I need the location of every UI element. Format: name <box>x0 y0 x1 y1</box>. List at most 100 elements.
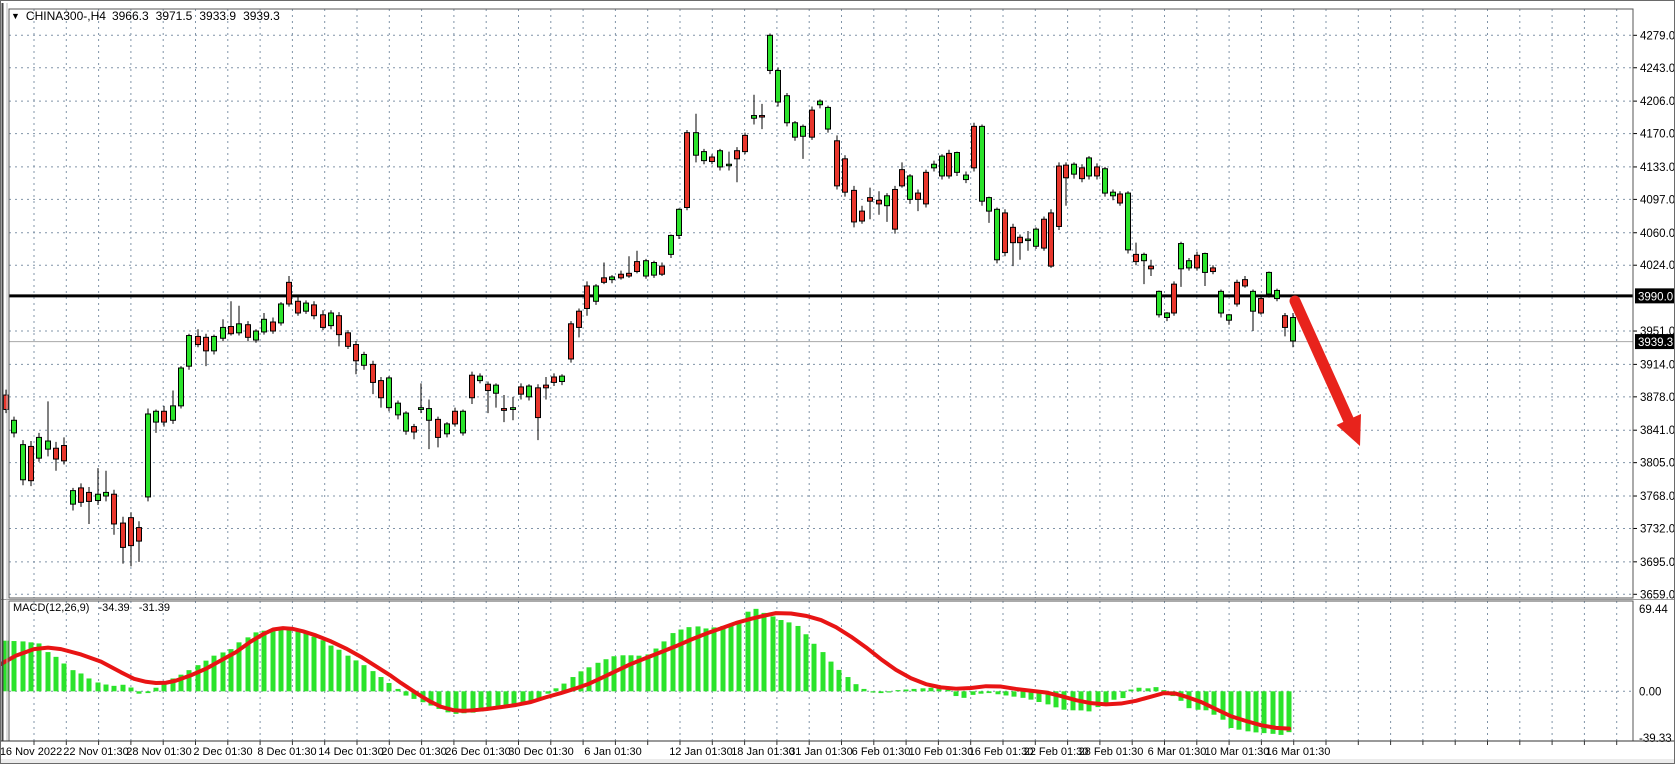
symbol-dropdown-icon[interactable]: ▼ <box>11 10 20 21</box>
macd-histogram-bar <box>578 671 584 692</box>
macd-histogram-bar <box>1211 691 1217 715</box>
time-axis-label: 2 Dec 01:30 <box>193 746 252 758</box>
bull-candle <box>220 326 226 339</box>
time-axis-label: 16 Nov 2022 <box>1 746 62 758</box>
bear-candle <box>61 445 67 462</box>
bear-candle <box>1002 212 1008 254</box>
macd-histogram-bar <box>303 632 309 692</box>
macd-label: MACD(12,26,9) <box>13 602 90 614</box>
bear-candle <box>245 324 251 338</box>
bear-candle <box>286 281 292 305</box>
bull-candle <box>817 100 823 106</box>
bull-candle <box>45 440 51 450</box>
macd-histogram-bar <box>170 678 176 692</box>
bull-candle <box>211 335 217 352</box>
bull-candle <box>963 174 969 181</box>
bull-candle <box>186 335 192 367</box>
bear-candle <box>1282 315 1288 328</box>
macd-histogram-bar <box>720 625 726 692</box>
bear-candle <box>634 261 640 273</box>
bull-candle <box>1178 243 1184 270</box>
sell-arrow-shaft[interactable] <box>1289 295 1355 427</box>
bull-candle <box>493 384 499 394</box>
bull-candle <box>278 303 284 324</box>
macd-histogram-bar <box>728 624 734 692</box>
macd-histogram-bar <box>670 633 676 692</box>
bull-candle <box>825 106 831 130</box>
macd-histogram-bar <box>1045 691 1051 705</box>
time-axis-label: 30 Dec 01:30 <box>508 746 573 758</box>
bear-candle <box>161 410 167 423</box>
macd-histogram-bar <box>495 691 501 709</box>
bull-candle <box>170 405 176 421</box>
sell-arrow-head[interactable] <box>1336 414 1362 446</box>
macd-histogram-bar <box>903 689 909 692</box>
macd-histogram-bar <box>678 629 684 692</box>
macd-axis-label: 0.00 <box>1639 686 1661 698</box>
macd-histogram-bar <box>36 643 42 692</box>
low-value: 3933.9 <box>199 9 237 23</box>
bull-candle <box>693 132 699 156</box>
bear-candle <box>435 418 441 438</box>
bull-candle <box>303 302 309 312</box>
bear-candle <box>311 304 317 317</box>
macd-signal-line <box>1 611 1291 731</box>
bear-candle <box>568 323 574 360</box>
bear-candle <box>809 109 815 138</box>
bear-candle <box>320 314 326 328</box>
macd-histogram-bar <box>395 688 401 692</box>
macd-histogram-bar <box>661 641 667 692</box>
macd-histogram-bar <box>1111 691 1117 700</box>
macd-histogram-bar <box>270 629 276 692</box>
bear-candle <box>859 210 865 222</box>
bear-candle <box>946 152 952 177</box>
bear-candle <box>867 197 873 202</box>
bull-candle <box>954 152 960 173</box>
price-axis-label: 4243.0 <box>1640 63 1675 75</box>
price-axis-label: 4133.0 <box>1640 162 1675 174</box>
bear-candle <box>892 188 898 230</box>
macd-histogram-bar <box>803 634 809 692</box>
macd-axis-label: -39.33 <box>1639 733 1672 745</box>
bear-candle <box>128 517 134 547</box>
macd-histogram-bar <box>486 691 492 711</box>
bear-candle <box>295 300 301 314</box>
macd-histogram-bar <box>953 691 959 697</box>
macd-histogram-bar <box>936 687 942 692</box>
macd-histogram-bar <box>945 688 951 692</box>
price-axis-label: 3878.0 <box>1640 392 1675 404</box>
bear-candle <box>1242 279 1248 287</box>
bull-candle <box>477 375 483 382</box>
macd-histogram-bar <box>778 620 784 692</box>
time-axis-label: 22 Feb 01:30 <box>1024 746 1089 758</box>
bull-candle <box>510 407 516 410</box>
bull-candle <box>717 150 723 168</box>
bull-candle <box>178 367 184 407</box>
bull-candle <box>403 412 409 432</box>
bear-candle <box>3 394 9 410</box>
macd-histogram-bar <box>1095 691 1101 708</box>
bull-candle <box>907 175 913 200</box>
macd-histogram-bar <box>1286 691 1292 733</box>
macd-histogram-bar <box>478 691 484 712</box>
macd-histogram-bar <box>1145 688 1151 692</box>
price-axis-label: 4097.0 <box>1640 194 1675 206</box>
bull-candle <box>800 125 806 137</box>
bull-candle <box>1164 312 1170 319</box>
bull-candle <box>460 410 466 434</box>
macd-histogram-bar <box>86 678 92 692</box>
macd-histogram-bar <box>128 687 134 692</box>
hline-price-tag-text: 3990.0 <box>1638 291 1673 303</box>
macd-histogram-bar <box>370 671 376 692</box>
bear-candle <box>1194 254 1200 269</box>
time-axis-label: 6 Mar 01:30 <box>1148 746 1207 758</box>
macd-histogram-bar <box>1120 691 1126 699</box>
macd-histogram-bar <box>386 682 392 692</box>
macd-histogram-bar <box>836 669 842 692</box>
macd-histogram-bar <box>1020 691 1026 698</box>
macd-histogram-bar <box>528 691 534 701</box>
macd-histogram-bar <box>70 670 76 692</box>
bear-candle <box>899 169 905 187</box>
bear-candle <box>1133 253 1139 263</box>
